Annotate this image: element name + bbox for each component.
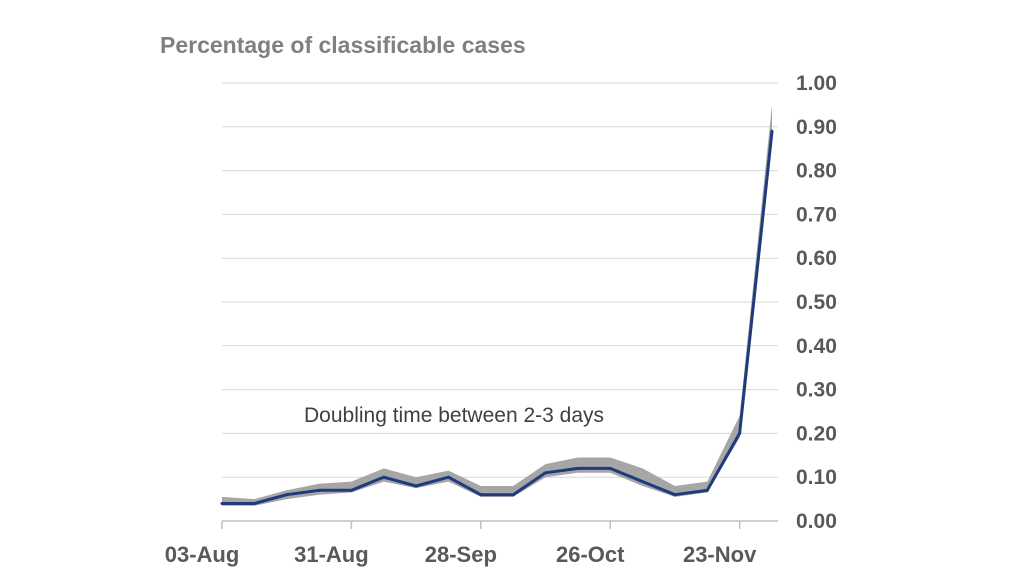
data-point xyxy=(738,431,742,435)
y-tick-label: 0.80 xyxy=(796,160,837,183)
data-point xyxy=(544,471,548,475)
data-point xyxy=(479,493,483,497)
data-point xyxy=(252,501,256,505)
data-point xyxy=(220,501,224,505)
data-point xyxy=(576,466,580,470)
series-line xyxy=(222,131,774,505)
chart-title: Percentage of classificable cases xyxy=(160,32,526,58)
data-point xyxy=(511,493,515,497)
series-line-group xyxy=(220,129,774,505)
y-tick-label: 0.50 xyxy=(796,291,837,314)
data-point xyxy=(382,475,386,479)
y-axis-ticks: 0.00 0.10 0.20 0.30 0.40 0.50 0.60 0.70 0.80 0.90… xyxy=(796,72,837,533)
x-tick-label: 23-Nov xyxy=(683,542,757,567)
data-point xyxy=(673,493,677,497)
data-point xyxy=(705,488,709,492)
y-tick-label: 0.10 xyxy=(796,466,837,489)
y-tick-label: 0.30 xyxy=(796,379,837,402)
x-tick-label: 03-Aug xyxy=(165,542,240,567)
x-tick-label: 28-Sep xyxy=(425,542,497,567)
gridlines xyxy=(222,82,778,478)
data-point xyxy=(770,129,774,133)
x-axis-ticks: 03-Aug 31-Aug 28-Sep 26-Oct 23-Nov xyxy=(165,542,757,567)
data-point xyxy=(285,493,289,497)
y-tick-label: 0.70 xyxy=(796,203,837,226)
y-tick-label: 0.00 xyxy=(796,510,837,533)
data-point xyxy=(349,488,353,492)
data-point xyxy=(446,475,450,479)
y-tick-label: 0.60 xyxy=(796,247,837,270)
doubling-time-annotation: Doubling time between 2-3 days xyxy=(304,404,604,427)
x-tick-label: 31-Aug xyxy=(294,542,369,567)
y-tick-label: 0.20 xyxy=(796,422,837,445)
data-point xyxy=(414,484,418,488)
x-axis xyxy=(221,520,778,529)
y-tick-label: 0.40 xyxy=(796,335,837,358)
y-tick-label: 0.90 xyxy=(796,116,837,139)
y-tick-label: 1.00 xyxy=(796,72,837,95)
data-point xyxy=(608,466,612,470)
data-point xyxy=(641,480,645,484)
x-tick-label: 26-Oct xyxy=(556,542,625,567)
data-point xyxy=(317,488,321,492)
confidence-band xyxy=(222,104,772,506)
confidence-band-area xyxy=(222,104,772,506)
